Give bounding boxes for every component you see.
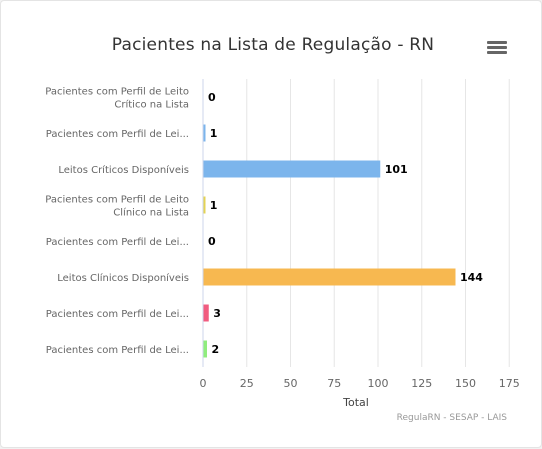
- data-label: 0: [208, 235, 216, 248]
- x-tick-label: 125: [411, 377, 432, 390]
- category-label: Clínico na Lista: [113, 207, 189, 219]
- x-axis-title: Total: [342, 396, 369, 409]
- category-label: Pacientes com Perfil de Lei...: [46, 309, 189, 320]
- data-label: 0: [208, 91, 216, 104]
- chart-title: Pacientes na Lista de Regulação - RN: [111, 35, 435, 55]
- category-label: Pacientes com Perfil de Leito: [45, 195, 189, 206]
- data-label: 3: [213, 307, 221, 320]
- data-label: 1: [210, 199, 218, 212]
- category-label: Pacientes com Perfil de Leito: [45, 87, 189, 98]
- category-label: Pacientes com Perfil de Lei...: [46, 345, 189, 356]
- bar: [203, 160, 381, 178]
- x-tick-label: 100: [368, 377, 389, 390]
- data-label: 101: [385, 163, 408, 176]
- bar: [203, 304, 209, 322]
- category-label: Crítico na Lista: [114, 99, 189, 111]
- bar: [203, 196, 206, 214]
- data-label: 2: [212, 343, 220, 356]
- bar: [203, 124, 206, 142]
- x-tick-label: 175: [499, 377, 520, 390]
- bar: [203, 268, 456, 286]
- category-label: Pacientes com Perfil de Lei...: [46, 237, 189, 248]
- data-label: 1: [210, 127, 218, 140]
- chart-credits[interactable]: RegulaRN - SESAP - LAIS: [396, 413, 507, 423]
- data-label: 144: [460, 271, 483, 284]
- category-label: Leitos Clínicos Disponíveis: [57, 272, 189, 284]
- x-tick-label: 0: [200, 377, 207, 390]
- x-tick-label: 50: [284, 377, 298, 390]
- category-label: Leitos Críticos Disponíveis: [58, 164, 189, 176]
- hamburger-menu-icon[interactable]: [487, 41, 507, 57]
- x-tick-label: 25: [240, 377, 254, 390]
- bar: [203, 340, 207, 358]
- x-tick-label: 150: [455, 377, 476, 390]
- x-tick-label: 75: [327, 377, 341, 390]
- category-label: Pacientes com Perfil de Lei...: [46, 129, 189, 140]
